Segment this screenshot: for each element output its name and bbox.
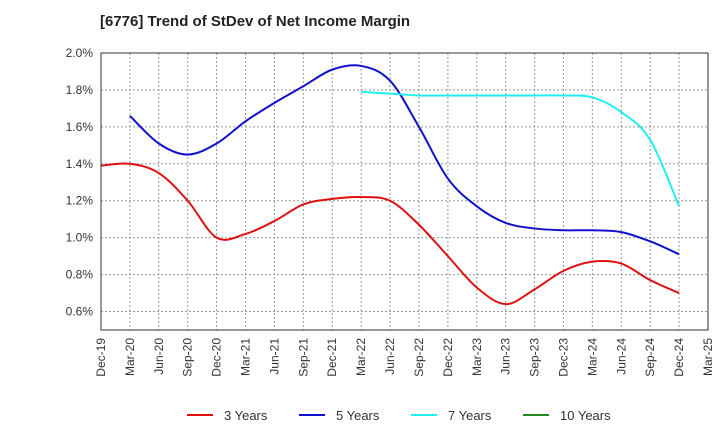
legend-label-7-years: 7 Years xyxy=(448,408,492,423)
y-tick-label: 2.0% xyxy=(66,46,94,60)
x-axis-ticks: Dec-19 Mar-20 Jun-20 Sep-20 Dec-20 Mar-21 Jun-… xyxy=(94,338,715,377)
legend-label-3-years: 3 Years xyxy=(224,408,268,423)
legend-label-10-years: 10 Years xyxy=(560,408,611,423)
x-tick-label: Jun-23 xyxy=(499,338,513,375)
y-tick-label: 0.6% xyxy=(66,305,94,319)
x-tick-label: Sep-21 xyxy=(296,338,310,377)
series-lines xyxy=(100,64,681,306)
x-tick-label: Jun-21 xyxy=(267,338,281,375)
y-tick-label: 1.8% xyxy=(66,83,94,97)
y-axis-ticks: 0.6% 0.8% 1.0% 1.2% 1.4% 1.6% 1.8% 2.0% xyxy=(66,46,94,319)
legend: 3 Years 5 Years 7 Years 10 Years xyxy=(187,408,611,423)
x-tick-label: Mar-20 xyxy=(123,338,137,376)
plot-frame xyxy=(100,52,709,331)
x-tick-label: Jun-20 xyxy=(152,338,166,375)
series-line-5-years xyxy=(129,64,680,256)
chart-title: [6776] Trend of StDev of Net Income Marg… xyxy=(100,13,410,30)
x-tick-label: Dec-21 xyxy=(325,338,339,377)
x-tick-label: Dec-22 xyxy=(441,338,455,377)
y-tick-label: 1.0% xyxy=(66,231,94,245)
x-tick-label: Mar-23 xyxy=(470,338,484,376)
y-tick-label: 1.2% xyxy=(66,194,94,208)
x-tick-label: Sep-24 xyxy=(643,338,657,377)
y-tick-label: 1.4% xyxy=(66,157,94,171)
series-line-7-years xyxy=(361,90,681,207)
x-tick-label: Mar-24 xyxy=(585,338,599,376)
x-tick-label: Mar-22 xyxy=(354,338,368,376)
x-tick-label: Sep-22 xyxy=(412,338,426,377)
x-tick-label: Dec-20 xyxy=(210,338,224,377)
legend-label-5-years: 5 Years xyxy=(336,408,380,423)
x-tick-label: Jun-24 xyxy=(614,338,628,375)
x-tick-label: Dec-23 xyxy=(556,338,570,377)
x-tick-label: Dec-24 xyxy=(672,338,686,377)
x-tick-label: Dec-19 xyxy=(94,338,108,377)
y-tick-label: 0.8% xyxy=(66,268,94,282)
x-tick-label: Sep-20 xyxy=(181,338,195,377)
series-line-3-years xyxy=(100,162,680,306)
x-tick-label: Mar-21 xyxy=(239,338,253,376)
x-tick-label: Sep-23 xyxy=(528,338,542,377)
x-tick-label: Jun-22 xyxy=(383,338,397,375)
y-tick-label: 1.6% xyxy=(66,120,94,134)
x-tick-label: Mar-25 xyxy=(701,338,715,376)
